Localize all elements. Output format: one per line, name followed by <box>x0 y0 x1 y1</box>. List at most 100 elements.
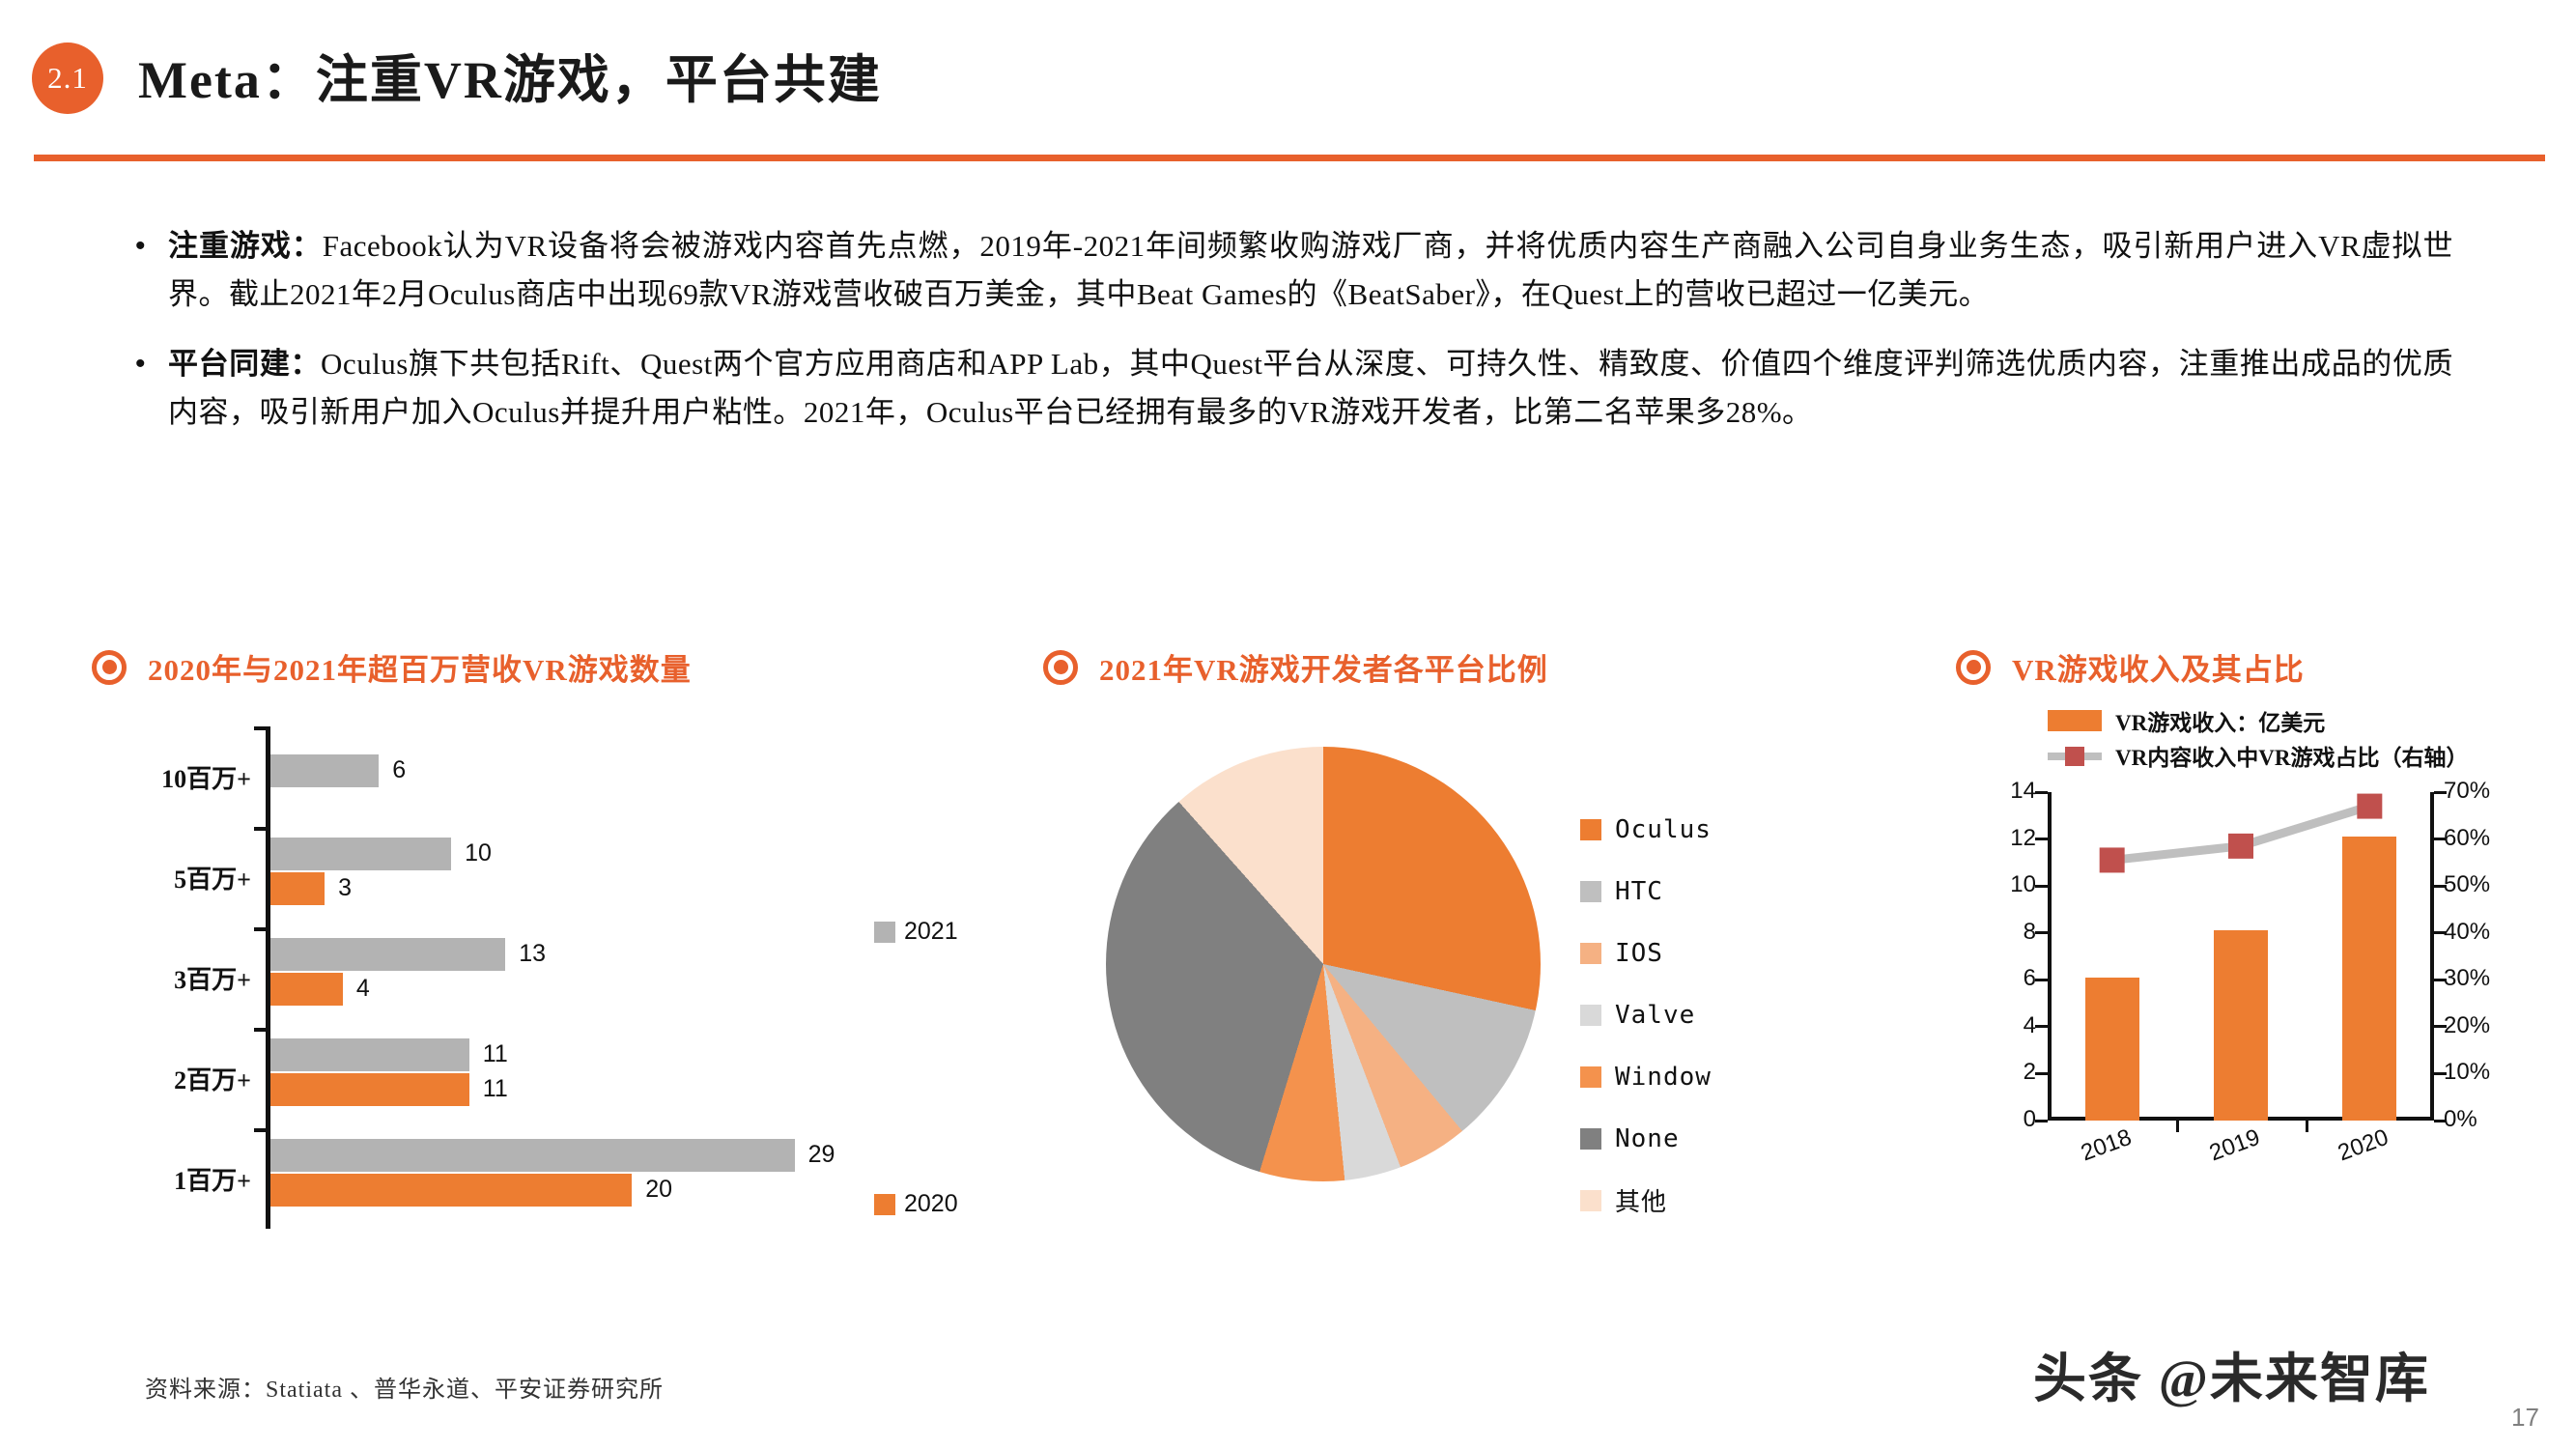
chart3-plot-area: 0 2 4 6 8 10 12 14 0% 10% 20% 30% 40% 50% 60% 70% 2018 20… <box>2010 778 2490 1166</box>
bullet-item: • 平台同建：Oculus旗下共包括Rift、Quest两个官方应用商店和APP… <box>135 340 2453 437</box>
bullet-lead-label: 注重游戏： <box>168 229 323 263</box>
source-note: 资料来源：Statiata 、普华永道、平安证券研究所 <box>145 1378 664 1403</box>
chart2-title: 2021年VR游戏开发者各平台比例 <box>1099 653 1548 687</box>
legend-swatch <box>1580 1127 1601 1150</box>
pie-legend-item: HTC <box>1580 871 1712 911</box>
chart3-line-series <box>2099 793 2383 873</box>
chart3-x-label: 2018 <box>2077 1123 2136 1167</box>
pie-legend-item: Window <box>1580 1057 1712 1096</box>
legend-swatch <box>1580 880 1601 902</box>
chart3-legend-item-line: VR内容收入中VR游戏占比（右轴） <box>2048 738 2468 773</box>
bullet-text: Facebook认为VR设备将会被游戏内容首先点燃，2019年-2021年间频繁… <box>168 229 2454 311</box>
chart1-category-label: 3百万+ <box>174 966 251 994</box>
chart1-legend-item: 2020 <box>874 1190 958 1218</box>
chart1-plot-area: 10百万+ 6 5百万+ 10 3 3百万+ 13 4 2百万+ 11 11 1百万+ 29 20 2021… <box>92 705 958 1246</box>
chart3-y-label: 0 <box>2023 1106 2036 1132</box>
chart1-bar-2021 <box>270 1038 469 1071</box>
chart1-bar-2021 <box>270 1139 795 1172</box>
chart3-y-tick <box>2035 978 2048 981</box>
pie-legend-item: Valve <box>1580 995 1712 1035</box>
legend-swatch <box>1580 1189 1601 1211</box>
chart3-y2-tick <box>2434 1119 2447 1122</box>
chart3-y2-label: 30% <box>2444 965 2491 992</box>
page-number: 17 <box>2511 1403 2539 1432</box>
chart3-y-tick <box>2035 1119 2048 1122</box>
chart3-y-label: 8 <box>2023 918 2036 945</box>
bullseye-icon <box>1043 649 1078 685</box>
chart3-y2-label: 10% <box>2444 1059 2491 1086</box>
legend-swatch <box>1580 1004 1601 1026</box>
chart1-axis-tick <box>254 1028 266 1032</box>
chart1-value-label: 4 <box>355 975 370 1002</box>
chart1-value-label: 13 <box>519 940 547 967</box>
bullet-text: Oculus旗下共包括Rift、Quest两个官方应用商店和APP Lab，其中… <box>168 347 2454 429</box>
chart1-category-label: 2百万+ <box>174 1066 251 1094</box>
legend-swatch <box>874 1193 895 1215</box>
chart1-bar-2021 <box>270 838 452 870</box>
chart1-value-label: 6 <box>392 756 407 783</box>
chart-panel-vr-game-counts: 2020年与2021年超百万营收VR游戏数量 10百万+ 6 5百万+ 10 3 3百万+… <box>92 645 958 1246</box>
chart3-y-tick <box>2035 790 2048 794</box>
chart3-y-label: 2 <box>2023 1059 2036 1086</box>
chart3-x-tick <box>2305 1121 2308 1132</box>
chart1-category-label: 1百万+ <box>174 1167 251 1195</box>
legend-label: 2020 <box>904 1190 958 1217</box>
chart3-y2-tick <box>2434 931 2447 935</box>
legend-swatch <box>874 921 895 943</box>
bullet-marker-icon: • <box>135 230 146 262</box>
chart3-y-label: 10 <box>2010 871 2036 898</box>
chart3-line-marker <box>2099 847 2125 873</box>
chart3-y2-tick <box>2434 790 2447 794</box>
chart1-y-axis <box>266 726 270 1229</box>
chart3-y-tick <box>2035 931 2048 935</box>
legend-swatch <box>1580 1065 1601 1088</box>
pie-legend-item: None <box>1580 1119 1712 1158</box>
chart3-y2-label: 70% <box>2444 778 2491 804</box>
legend-swatch <box>1580 942 1601 964</box>
bullseye-icon <box>92 649 127 685</box>
legend-label: Valve <box>1615 1000 1696 1030</box>
chart3-x-label: 2019 <box>2206 1123 2264 1167</box>
chart1-axis-tick <box>254 827 266 831</box>
chart1-value-label: 10 <box>465 839 492 867</box>
chart1-value-label: 29 <box>807 1141 835 1168</box>
chart1-value-label: 3 <box>338 874 353 901</box>
header-divider <box>34 155 2545 161</box>
chart3-line-marker <box>2228 833 2253 859</box>
chart3-y2-label: 0% <box>2444 1106 2477 1132</box>
chart1-category-label: 10百万+ <box>161 765 251 793</box>
chart1-value-label: 11 <box>482 1075 508 1102</box>
chart3-y-tick <box>2035 1071 2048 1075</box>
chart3-bar <box>2214 930 2268 1121</box>
pie-legend-item: Oculus <box>1580 810 1712 849</box>
chart1-bar-2020 <box>270 973 343 1006</box>
legend-label-revenue: VR游戏收入：亿美元 <box>2115 711 2326 735</box>
chart3-legend-item-bar: VR游戏收入：亿美元 <box>2048 703 2468 738</box>
pie-chart <box>1106 747 1541 1181</box>
legend-label-share: VR内容收入中VR游戏占比（右轴） <box>2115 746 2469 770</box>
chart1-bar-2020 <box>270 872 326 905</box>
chart3-y-label: 4 <box>2023 1011 2036 1038</box>
chart1-axis-tick <box>254 726 266 730</box>
chart1-value-label: 20 <box>645 1176 672 1203</box>
chart3-y2-label: 40% <box>2444 918 2491 945</box>
legend-label: HTC <box>1615 876 1663 906</box>
bullet-lead-label: 平台同建： <box>168 347 322 381</box>
legend-label: Window <box>1615 1062 1712 1092</box>
chart3-y2-label: 20% <box>2444 1011 2491 1038</box>
pie-chart-area <box>1106 747 1541 1181</box>
chart3-y-tick <box>2035 884 2048 888</box>
chart3-x-tick <box>2176 1121 2180 1132</box>
chart3-legend: VR游戏收入：亿美元 VR内容收入中VR游戏占比（右轴） <box>2048 703 2468 773</box>
chart3-y2-label: 50% <box>2444 871 2491 898</box>
legend-swatch <box>1580 818 1601 840</box>
chart1-bar-2020 <box>270 1073 469 1106</box>
pie-legend-item: 其他 <box>1580 1180 1712 1220</box>
section-number-badge: 2.1 <box>32 43 103 114</box>
watermark: 头条 @未来智库 <box>2033 1350 2430 1408</box>
chart3-y2-tick <box>2434 1071 2447 1075</box>
chart1-bar-2021 <box>270 938 506 971</box>
chart1-bar-2021 <box>270 754 380 787</box>
slide-header: 2.1 Meta：注重VR游戏，平台共建 <box>0 0 2576 169</box>
chart3-y-label: 6 <box>2023 965 2036 992</box>
